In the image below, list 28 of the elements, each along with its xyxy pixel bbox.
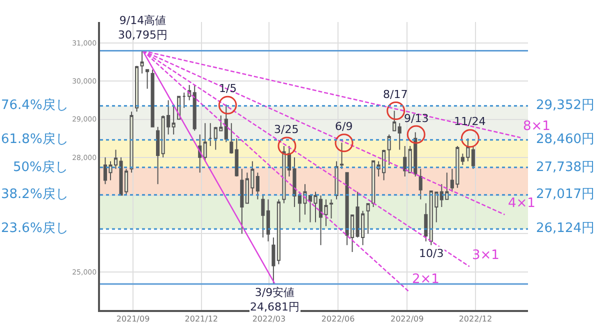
x-tick-label: 2021/12 [184, 314, 218, 324]
series-label: 2×1 [412, 272, 440, 287]
x-tick-label: 2022/12 [458, 314, 492, 324]
annotation: 11/24 [454, 115, 486, 128]
ref-line-label: 23.6%戻し [1, 221, 68, 236]
annotation: 27,738円 [536, 160, 594, 175]
ref-line-label: 38.2%戻し [1, 187, 68, 202]
series-label: 4×1 [508, 196, 536, 211]
x-tick-label: 2022/09 [390, 314, 424, 324]
annotation: 6/9 [335, 120, 353, 133]
ref-line-label: 50%戻し [13, 160, 68, 175]
annotation: 26,124円 [536, 221, 594, 236]
annotation: 27,017円 [536, 187, 594, 202]
series-label: 8×1 [523, 119, 550, 134]
ref-line-label: 76.4%戻し [1, 98, 68, 113]
annotation: 29,352円 [536, 98, 594, 113]
x-tick-label: 2021/09 [116, 314, 150, 324]
x-tick-label: 2022/06 [321, 314, 355, 324]
annotation: 10/3 [419, 247, 444, 260]
annotation: 28,460円 [536, 132, 594, 147]
annotation: 8/17 [383, 88, 408, 101]
annotation: 3/9安値 24,681円 [250, 286, 300, 314]
ref-line-label: 61.8%戻し [1, 132, 68, 147]
annotation: 3/25 [274, 123, 299, 136]
annotation: 9/13 [404, 112, 429, 125]
series-label: 3×1 [472, 248, 500, 263]
annotation: 9/14高値 30,795円 [118, 14, 168, 42]
x-tick-label: 2022/03 [252, 314, 286, 324]
